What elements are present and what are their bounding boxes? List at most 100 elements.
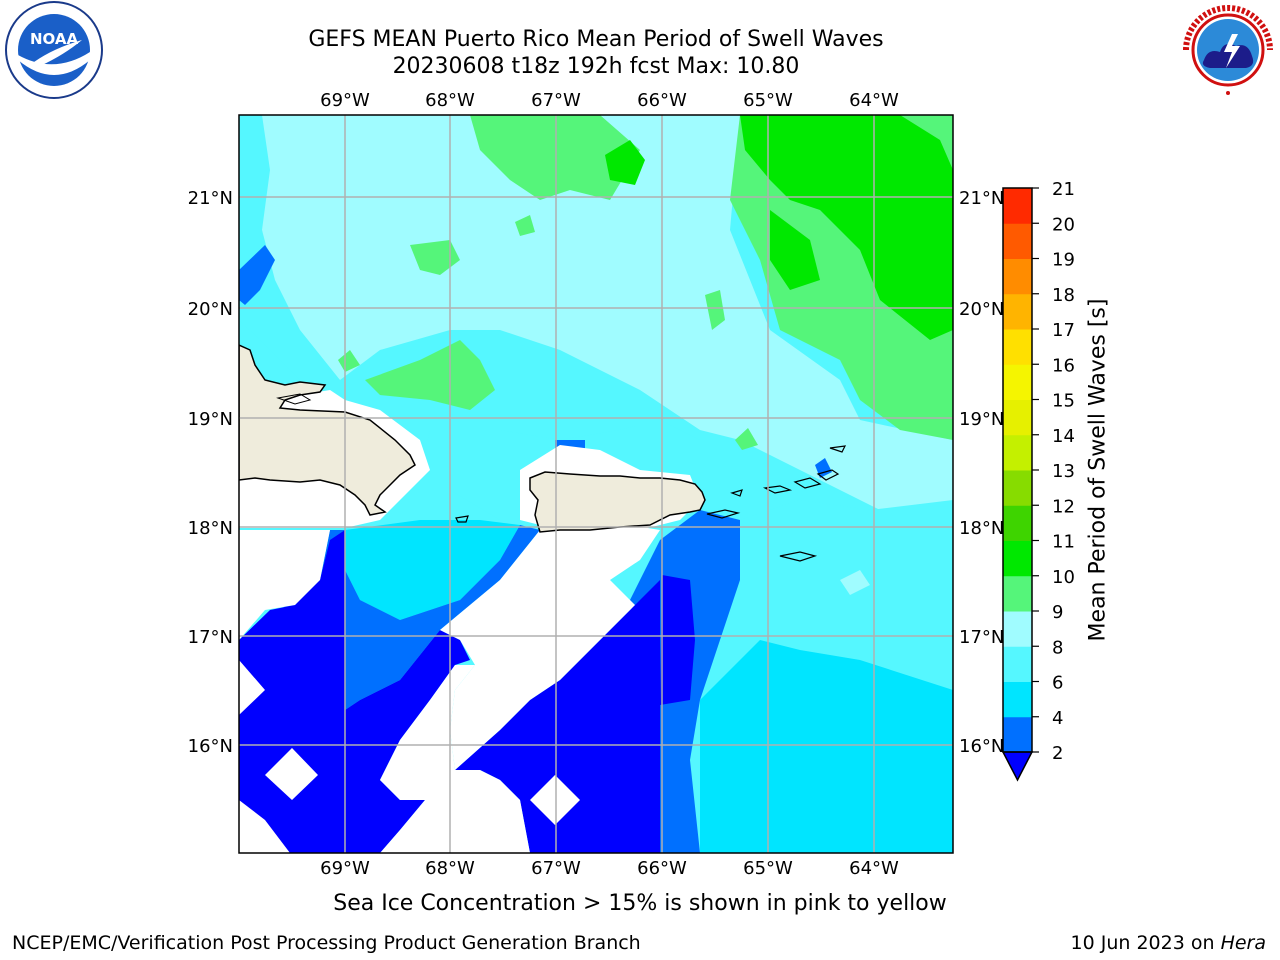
lon-label-bottom: 64°W bbox=[849, 858, 899, 879]
colorbar-swatch bbox=[1003, 716, 1032, 753]
nws-logo bbox=[1181, 3, 1275, 97]
lon-label-bottom: 67°W bbox=[531, 858, 581, 879]
colorbar-swatch bbox=[1003, 681, 1032, 718]
mask-sw bbox=[239, 530, 330, 640]
lat-label-right: 17°N bbox=[959, 627, 1004, 648]
swell-patch-8 bbox=[840, 570, 870, 595]
lat-label-left: 17°N bbox=[188, 627, 233, 648]
lon-label-top: 64°W bbox=[849, 90, 899, 111]
swell-patch-3 bbox=[338, 350, 360, 372]
colorbar-swatch bbox=[1003, 399, 1032, 436]
chart-title-line1: GEFS MEAN Puerto Rico Mean Period of Swe… bbox=[308, 27, 884, 52]
colorbar-tick-label: 8 bbox=[1052, 637, 1063, 658]
colorbar-tick-label: 16 bbox=[1052, 355, 1075, 376]
swell-patch-1 bbox=[410, 240, 460, 275]
map-contours bbox=[239, 115, 953, 853]
mask-c bbox=[440, 520, 660, 770]
swell-patch-2 bbox=[365, 340, 495, 410]
colorbar-tick-label: 21 bbox=[1052, 179, 1075, 200]
colorbar-swatch bbox=[1003, 434, 1032, 471]
swell-field-under-2-c bbox=[455, 580, 660, 853]
swell-field-10-11-n bbox=[605, 140, 645, 185]
swell-patch-6 bbox=[515, 215, 535, 236]
colorbar: 2 4 6 8 9 10 11 12 13 14 15 16 17 18 19 20 21 bbox=[1001, 179, 1075, 782]
colorbar-swatch bbox=[1003, 505, 1032, 541]
lat-label-left: 21°N bbox=[188, 188, 233, 209]
swell-field-2-4-w bbox=[239, 245, 275, 305]
swell-field-9-10-n bbox=[470, 115, 640, 200]
lon-label-bottom: 68°W bbox=[425, 858, 475, 879]
colorbar-tick-label: 4 bbox=[1052, 708, 1063, 729]
colorbar-swatch bbox=[1003, 293, 1032, 330]
lat-label-left: 16°N bbox=[188, 736, 233, 757]
sea-ice-note: Sea Ice Concentration > 15% is shown in … bbox=[333, 891, 947, 916]
colorbar-tick-label: 12 bbox=[1052, 496, 1075, 517]
colorbar-swatch bbox=[1003, 188, 1032, 224]
colorbar-tick-label: 11 bbox=[1052, 532, 1075, 553]
lon-label-top: 66°W bbox=[637, 90, 687, 111]
colorbar-tick-label: 13 bbox=[1052, 461, 1075, 482]
colorbar-tick-label: 17 bbox=[1052, 320, 1075, 341]
footer-host: Hera bbox=[1220, 932, 1266, 954]
colorbar-title: Mean Period of Swell Waves [s] bbox=[1085, 298, 1111, 642]
swell-patch-5 bbox=[735, 428, 758, 450]
mask-hole-2 bbox=[530, 775, 580, 825]
land-virgin-gorda bbox=[816, 469, 840, 481]
lon-label-top: 69°W bbox=[320, 90, 370, 111]
lon-label-top: 67°W bbox=[531, 90, 581, 111]
swell-patch-10 bbox=[815, 458, 832, 478]
colorbar-swatch bbox=[1003, 329, 1032, 365]
footer-date: 10 Jun 2023 on Hera bbox=[1071, 932, 1266, 954]
lat-label-left: 18°N bbox=[188, 518, 233, 539]
mask-w bbox=[239, 660, 265, 715]
swell-field-4-6-s bbox=[345, 520, 520, 620]
colorbar-tick-label: 18 bbox=[1052, 285, 1075, 306]
lat-label-right: 21°N bbox=[959, 188, 1004, 209]
lon-label-bottom: 66°W bbox=[637, 858, 687, 879]
lon-label-top: 68°W bbox=[425, 90, 475, 111]
lon-label-bottom: 69°W bbox=[320, 858, 370, 879]
colorbar-tick-label: 2 bbox=[1052, 743, 1063, 764]
colorbar-tick-label: 19 bbox=[1052, 250, 1075, 271]
land-islet bbox=[276, 393, 312, 405]
map-gridlines bbox=[239, 115, 953, 853]
lat-label-left: 19°N bbox=[188, 409, 233, 430]
colorbar-tick-label: 9 bbox=[1052, 602, 1063, 623]
colorbar-tick-label: 14 bbox=[1052, 426, 1075, 447]
lon-label-top: 65°W bbox=[743, 90, 793, 111]
colorbar-swatch bbox=[1003, 611, 1032, 647]
colorbar-tick-label: 6 bbox=[1052, 673, 1063, 694]
colorbar-swatch bbox=[1003, 646, 1032, 682]
lat-label-left: 20°N bbox=[188, 299, 233, 320]
swell-field-4-6-se bbox=[700, 640, 953, 853]
land-tortola bbox=[793, 477, 822, 489]
colorbar-swatch bbox=[1003, 470, 1032, 506]
mask-hole-1 bbox=[265, 748, 318, 800]
chart-title-line2: 20230608 t18z 192h fcst Max: 10.80 bbox=[392, 54, 800, 79]
lon-label-bottom: 65°W bbox=[743, 858, 793, 879]
lat-label-right: 20°N bbox=[959, 299, 1004, 320]
colorbar-swatch bbox=[1003, 258, 1032, 295]
noaa-logo-text: NOAA bbox=[30, 30, 79, 48]
land-st-thomas bbox=[762, 485, 793, 494]
swell-field-6-8-w bbox=[239, 115, 340, 400]
land-st-croix bbox=[779, 551, 818, 562]
colorbar-swatch bbox=[1003, 540, 1032, 577]
map-frame bbox=[238, 114, 954, 854]
lat-label-right: 18°N bbox=[959, 518, 1004, 539]
colorbar-swatch bbox=[1003, 364, 1032, 400]
swell-field-under-2-e bbox=[660, 575, 695, 705]
mask-s bbox=[380, 665, 530, 853]
swell-patch-4 bbox=[705, 290, 725, 330]
mask-sw2 bbox=[239, 800, 290, 853]
lat-label-right: 16°N bbox=[959, 736, 1004, 757]
footer-credit: NCEP/EMC/Verification Post Processing Pr… bbox=[12, 932, 641, 954]
swell-field-10-11-b bbox=[770, 210, 820, 290]
land-vieques bbox=[706, 509, 741, 519]
land-mona bbox=[455, 515, 469, 523]
land-anegada bbox=[829, 445, 847, 453]
colorbar-swatch bbox=[1003, 223, 1032, 259]
noaa-logo: NOAA bbox=[5, 1, 103, 99]
colorbar-tick-label: 20 bbox=[1052, 214, 1075, 235]
